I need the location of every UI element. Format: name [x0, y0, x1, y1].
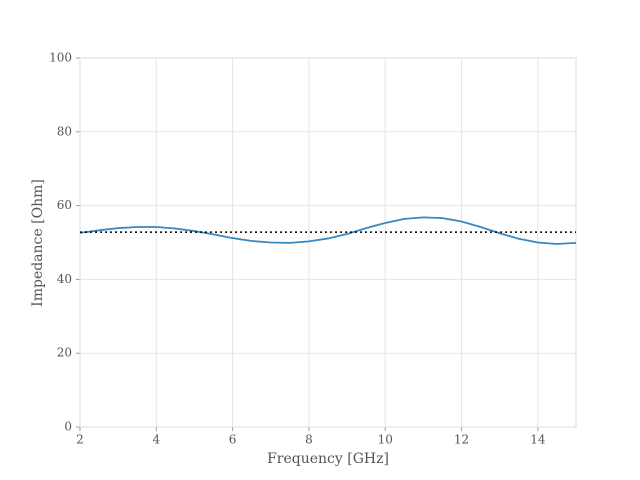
y-tick-label: 40 — [57, 272, 72, 286]
y-axis-label: Impedance [Ohm] — [30, 179, 46, 307]
data-line — [79, 216, 577, 245]
x-tick-label: 12 — [454, 433, 469, 447]
x-tick-label: 2 — [76, 433, 84, 447]
x-axis-label: Frequency [GHz] — [267, 451, 389, 467]
x-tick-label: 6 — [229, 433, 237, 447]
y-tick-label: 100 — [49, 51, 72, 65]
y-tick-label: 0 — [64, 420, 72, 434]
x-tick-label: 4 — [152, 433, 160, 447]
y-tick-label: 60 — [57, 198, 72, 212]
x-tick-label: 14 — [530, 433, 546, 447]
y-tick-label: 20 — [57, 346, 72, 360]
plot-frame — [79, 57, 577, 428]
x-tick-label: 8 — [305, 433, 313, 447]
x-tick-label: 10 — [378, 433, 393, 447]
y-tick-label: 80 — [57, 124, 72, 138]
